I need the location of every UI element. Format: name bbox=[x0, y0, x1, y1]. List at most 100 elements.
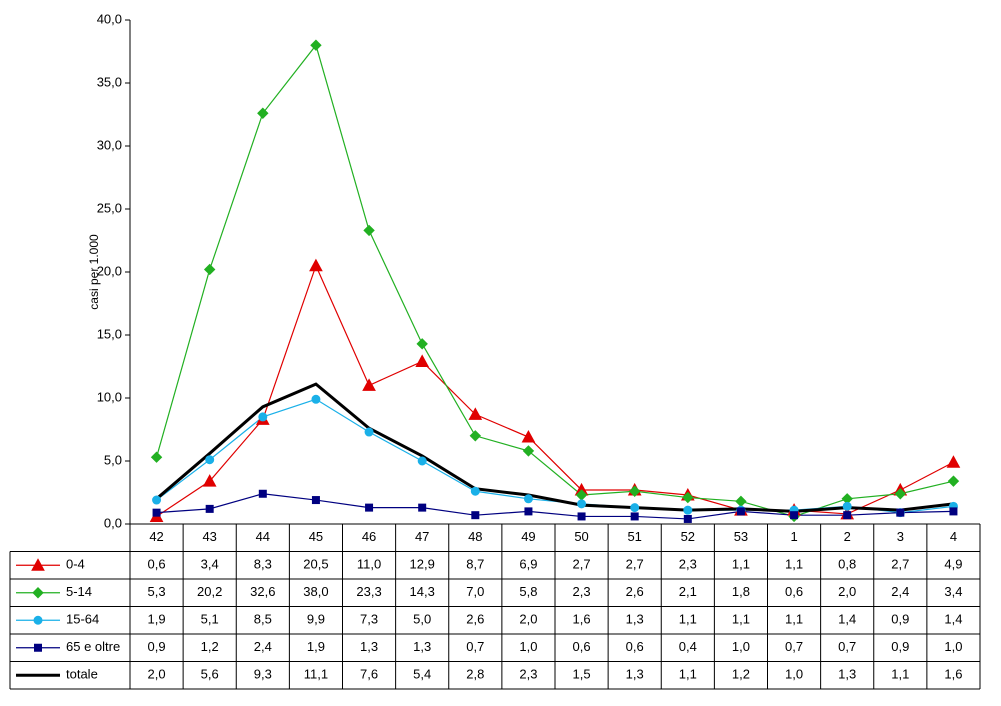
table-value: 5,4 bbox=[413, 667, 431, 682]
x-tick-label: 51 bbox=[627, 529, 641, 544]
data-point bbox=[524, 507, 533, 516]
table-value: 0,6 bbox=[785, 584, 803, 599]
data-point bbox=[471, 511, 480, 520]
table-value: 5,0 bbox=[413, 612, 431, 627]
series-line bbox=[156, 264, 954, 517]
table-value: 23,3 bbox=[356, 584, 381, 599]
legend-marker bbox=[33, 615, 43, 625]
table-value: 0,7 bbox=[838, 639, 856, 654]
table-value: 6,9 bbox=[519, 557, 537, 572]
legend-marker bbox=[32, 587, 44, 599]
table-value: 1,0 bbox=[785, 667, 803, 682]
data-point bbox=[363, 224, 375, 237]
table-value: 0,4 bbox=[679, 639, 697, 654]
legend-label: 0-4 bbox=[66, 557, 85, 572]
table-value: 1,0 bbox=[519, 639, 537, 654]
table-value: 20,2 bbox=[197, 584, 222, 599]
table-value: 8,7 bbox=[466, 557, 484, 572]
legend-label: totale bbox=[66, 667, 98, 682]
table-value: 2,0 bbox=[519, 612, 537, 627]
x-tick-label: 49 bbox=[521, 529, 535, 544]
table-value: 2,7 bbox=[891, 557, 909, 572]
data-point bbox=[682, 491, 694, 504]
table-value: 1,3 bbox=[626, 667, 644, 682]
y-axis-label: casi per 1.000 bbox=[87, 234, 101, 310]
data-point bbox=[947, 475, 960, 487]
x-tick-label: 53 bbox=[734, 529, 748, 544]
y-tick-label: 20,0 bbox=[97, 263, 122, 278]
x-tick-label: 52 bbox=[681, 529, 695, 544]
table-value: 2,6 bbox=[466, 612, 484, 627]
table-value: 2,4 bbox=[891, 584, 909, 599]
x-tick-label: 46 bbox=[362, 529, 376, 544]
table-value: 0,8 bbox=[838, 557, 856, 572]
data-point bbox=[309, 258, 323, 272]
table-value: 1,1 bbox=[891, 667, 909, 682]
data-point bbox=[362, 378, 376, 391]
data-point bbox=[203, 263, 216, 276]
data-point bbox=[202, 474, 217, 487]
data-point bbox=[522, 445, 535, 457]
legend-marker bbox=[31, 558, 45, 571]
data-point bbox=[364, 427, 374, 437]
table-value: 7,0 bbox=[466, 584, 484, 599]
data-point bbox=[310, 39, 322, 51]
table-value: 2,1 bbox=[679, 584, 697, 599]
table-value: 2,8 bbox=[466, 667, 484, 682]
data-point bbox=[896, 508, 905, 517]
table-value: 7,3 bbox=[360, 612, 378, 627]
y-tick-label: 5,0 bbox=[104, 452, 122, 467]
table-value: 8,3 bbox=[254, 557, 272, 572]
x-tick-label: 48 bbox=[468, 529, 482, 544]
table-value: 1,1 bbox=[785, 612, 803, 627]
table-value: 9,9 bbox=[307, 612, 325, 627]
legend-marker bbox=[34, 643, 42, 652]
table-value: 38,0 bbox=[303, 584, 328, 599]
table-value: 7,6 bbox=[360, 667, 378, 682]
table-value: 2,3 bbox=[679, 557, 697, 572]
y-tick-label: 35,0 bbox=[97, 74, 122, 89]
table-value: 2,7 bbox=[626, 557, 644, 572]
table-value: 5,1 bbox=[201, 612, 219, 627]
data-point bbox=[150, 451, 163, 463]
data-point bbox=[843, 511, 852, 520]
data-point bbox=[416, 338, 428, 350]
data-point bbox=[946, 455, 961, 468]
table-value: 1,3 bbox=[360, 639, 378, 654]
table-value: 9,3 bbox=[254, 667, 272, 682]
table-value: 1,1 bbox=[785, 557, 803, 572]
data-point bbox=[417, 456, 427, 466]
data-point bbox=[258, 412, 268, 422]
legend-label: 65 e oltre bbox=[66, 639, 120, 654]
data-point bbox=[683, 505, 693, 515]
data-point bbox=[205, 455, 215, 465]
data-point bbox=[735, 495, 747, 508]
table-value: 20,5 bbox=[303, 557, 328, 572]
table-value: 1,4 bbox=[944, 612, 962, 627]
table-value: 1,6 bbox=[944, 667, 962, 682]
table-value: 1,6 bbox=[573, 612, 591, 627]
y-tick-label: 10,0 bbox=[97, 389, 122, 404]
table-value: 1,1 bbox=[679, 667, 697, 682]
data-point bbox=[468, 407, 483, 420]
x-tick-label: 45 bbox=[309, 529, 323, 544]
table-value: 1,2 bbox=[732, 667, 750, 682]
x-tick-label: 4 bbox=[950, 529, 957, 544]
table-value: 0,9 bbox=[891, 639, 909, 654]
x-tick-label: 44 bbox=[256, 529, 270, 544]
table-value: 1,5 bbox=[573, 667, 591, 682]
table-value: 5,6 bbox=[201, 667, 219, 682]
data-point bbox=[258, 489, 267, 498]
x-tick-label: 47 bbox=[415, 529, 429, 544]
y-tick-label: 25,0 bbox=[97, 200, 122, 215]
y-tick-label: 15,0 bbox=[97, 326, 122, 341]
table-value: 2,4 bbox=[254, 639, 272, 654]
table-value: 0,6 bbox=[148, 557, 166, 572]
table-value: 1,1 bbox=[679, 612, 697, 627]
data-point bbox=[205, 504, 214, 513]
y-tick-label: 30,0 bbox=[97, 137, 122, 152]
table-value: 1,0 bbox=[732, 639, 750, 654]
table-value: 0,7 bbox=[466, 639, 484, 654]
table-value: 3,4 bbox=[201, 557, 219, 572]
data-point bbox=[949, 507, 958, 516]
